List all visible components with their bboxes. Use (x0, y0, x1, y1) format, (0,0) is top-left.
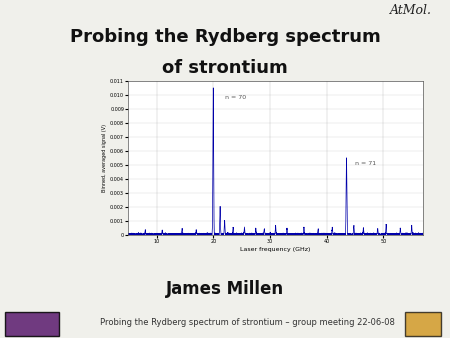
Text: James Millen: James Millen (166, 280, 284, 298)
Text: Probing the Rydberg spectrum of strontium – group meeting 22-06-08: Probing the Rydberg spectrum of strontiu… (100, 318, 395, 327)
Text: of strontium: of strontium (162, 58, 288, 77)
Text: n = 71: n = 71 (355, 161, 376, 166)
Text: Probing the Rydberg spectrum: Probing the Rydberg spectrum (70, 28, 380, 46)
FancyBboxPatch shape (405, 312, 441, 336)
FancyBboxPatch shape (4, 312, 59, 336)
Text: AtMol.: AtMol. (390, 4, 432, 17)
Y-axis label: Binned, averaged signal (V): Binned, averaged signal (V) (102, 124, 107, 192)
Text: n = 70: n = 70 (225, 95, 246, 100)
X-axis label: Laser frequency (GHz): Laser frequency (GHz) (240, 247, 311, 252)
